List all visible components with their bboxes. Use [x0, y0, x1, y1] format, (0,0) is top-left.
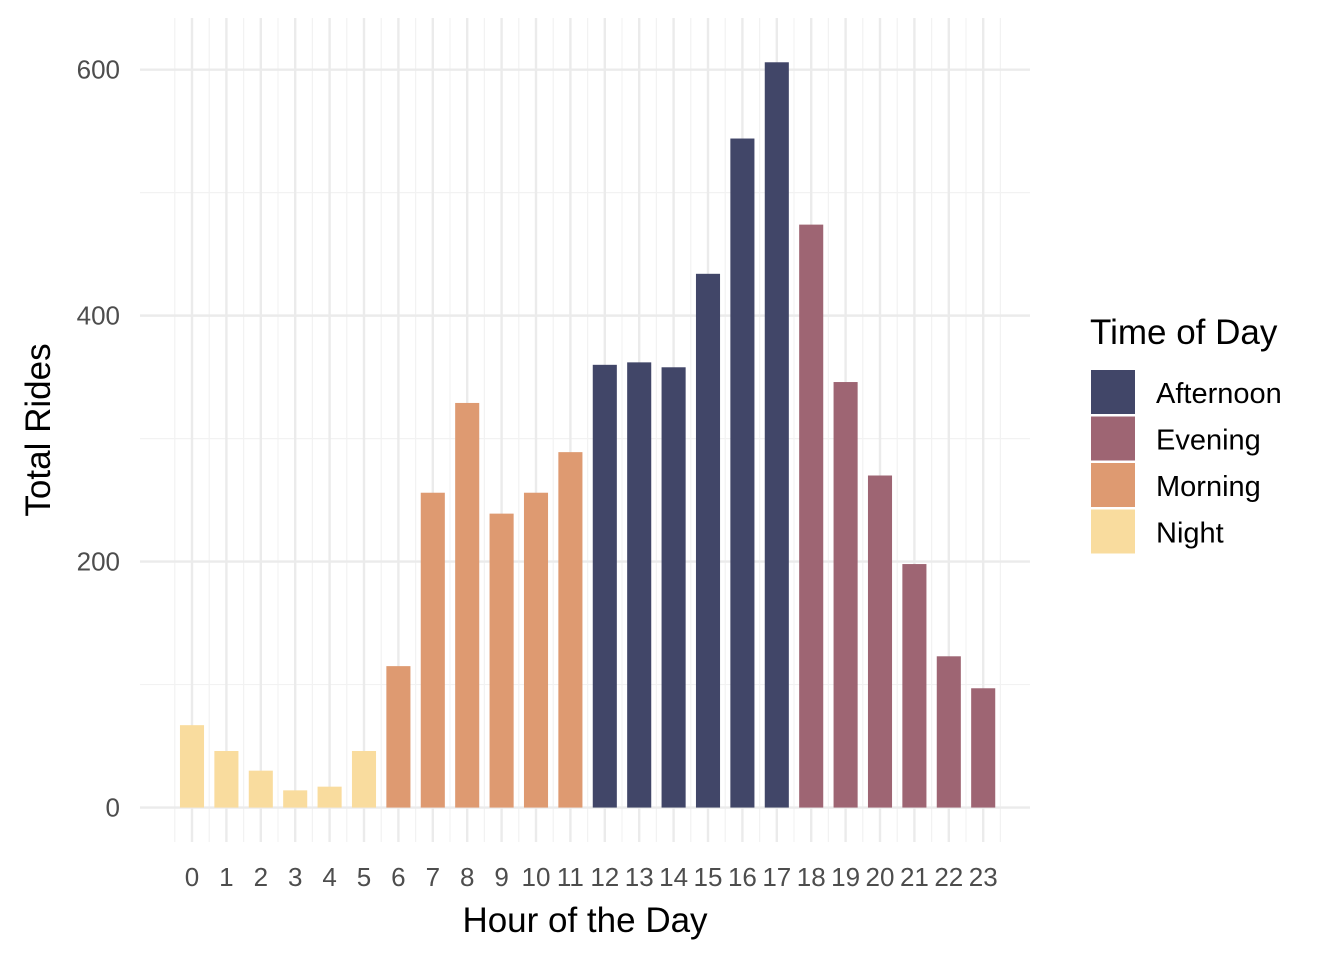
x-tick-label: 23 — [969, 862, 998, 892]
bar-hour-6 — [386, 666, 411, 808]
legend: Time of Day Afternoon Evening Morning Night — [1090, 313, 1282, 554]
x-tick-label: 15 — [694, 862, 723, 892]
y-axis-title: Total Rides — [19, 343, 58, 516]
x-tick-label: 9 — [494, 862, 508, 892]
bar-hour-3 — [283, 790, 308, 808]
bar-hour-9 — [489, 513, 514, 808]
bar-hour-19 — [833, 382, 858, 808]
x-tick-label: 19 — [831, 862, 860, 892]
x-tick-label: 5 — [357, 862, 371, 892]
x-tick-label: 6 — [391, 862, 405, 892]
bar-hour-16 — [730, 138, 755, 808]
legend-swatch-night — [1091, 509, 1135, 554]
x-tick-label: 4 — [322, 862, 336, 892]
legend-swatch-evening — [1091, 416, 1135, 461]
y-tick-label: 0 — [106, 793, 120, 823]
legend-label-night: Night — [1156, 518, 1224, 550]
y-tick-label: 600 — [77, 55, 120, 85]
x-tick-label: 11 — [557, 862, 584, 892]
legend-label-afternoon: Afternoon — [1156, 378, 1282, 410]
x-tick-label: 21 — [900, 862, 929, 892]
x-tick-label: 13 — [625, 862, 654, 892]
x-tick-label: 7 — [426, 862, 440, 892]
bar-hour-15 — [695, 273, 721, 808]
legend-label-morning: Morning — [1156, 471, 1261, 503]
bar-hour-20 — [867, 475, 893, 808]
major-gridlines — [140, 18, 1030, 842]
x-tick-label: 14 — [659, 862, 688, 892]
x-axis-tick-labels: 0 1 2 3 4 5 6 7 8 9 10 11 12 13 14 15 16 17 18 19 20 21 22 23 — [185, 862, 998, 892]
legend-swatch-morning — [1091, 463, 1135, 507]
x-tick-label: 1 — [219, 862, 233, 892]
bars — [179, 62, 996, 808]
y-axis-tick-labels: 0 200 400 600 — [77, 55, 120, 823]
bar-hour-22 — [936, 656, 961, 808]
x-axis-title: Hour of the Day — [462, 901, 708, 940]
bar-hour-11 — [558, 452, 583, 808]
bar-hour-8 — [455, 402, 480, 808]
bar-hour-21 — [902, 564, 927, 808]
bar-hour-4 — [317, 786, 342, 808]
bar-hour-10 — [523, 492, 549, 808]
bar-hour-1 — [214, 750, 239, 808]
x-tick-label: 22 — [934, 862, 963, 892]
legend-label-evening: Evening — [1156, 425, 1261, 457]
bar-hour-17 — [764, 62, 789, 808]
bar-hour-14 — [661, 367, 686, 808]
x-tick-label: 10 — [522, 862, 551, 892]
y-tick-label: 400 — [77, 301, 120, 331]
legend-title: Time of Day — [1090, 313, 1278, 352]
legend-items: Afternoon Evening Morning Night — [1091, 370, 1282, 554]
x-tick-label: 2 — [254, 862, 268, 892]
y-tick-label: 200 — [77, 547, 120, 577]
x-tick-label: 20 — [866, 862, 895, 892]
minor-gridlines — [140, 18, 1030, 842]
x-tick-label: 3 — [288, 862, 302, 892]
x-tick-label: 0 — [185, 862, 199, 892]
bar-hour-7 — [420, 492, 445, 808]
x-tick-label: 12 — [590, 862, 619, 892]
bar-hour-18 — [799, 224, 824, 808]
bar-hour-5 — [351, 750, 377, 808]
bar-hour-0 — [179, 725, 205, 808]
x-tick-label: 16 — [728, 862, 757, 892]
x-tick-label: 8 — [460, 862, 474, 892]
x-tick-label: 17 — [762, 862, 791, 892]
legend-swatch-afternoon — [1091, 370, 1135, 414]
x-tick-label: 18 — [797, 862, 826, 892]
bar-hour-2 — [248, 770, 273, 808]
bar-hour-23 — [971, 688, 996, 808]
bar-hour-12 — [592, 364, 617, 808]
bar-hour-13 — [627, 362, 652, 808]
